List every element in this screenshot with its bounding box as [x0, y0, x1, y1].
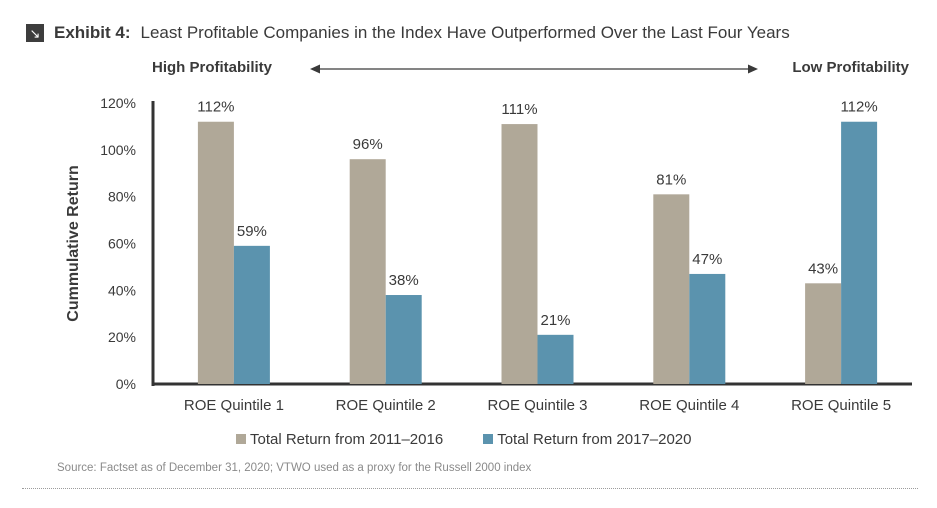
- double-arrow-icon: [310, 64, 758, 74]
- legend-label-2011-2016: Total Return from 2011–2016: [250, 430, 444, 448]
- bar-value-label: 112%: [197, 99, 234, 116]
- x-tick-label: ROE Quintile 1: [184, 397, 284, 414]
- high-profitability-label: High Profitability: [152, 59, 272, 76]
- bar: [653, 194, 690, 384]
- y-tick-label: 60%: [108, 236, 136, 252]
- y-tick-label: 120%: [100, 95, 136, 111]
- bar-value-label: 38%: [389, 272, 419, 289]
- legend-label-2017-2020: Total Return from 2017–2020: [497, 430, 692, 448]
- bar-value-label: 47%: [692, 251, 722, 268]
- bar: [537, 334, 574, 384]
- bar: [385, 295, 422, 384]
- bar: [501, 124, 538, 384]
- source-note: Source: Factset as of December 31, 2020;…: [57, 462, 532, 474]
- bar: [805, 283, 842, 384]
- y-tick-label: 20%: [108, 329, 136, 345]
- legend-swatch-2011-2016: [236, 434, 246, 444]
- bar-value-label: 43%: [808, 260, 838, 277]
- legend-item-2011-2016: Total Return from 2011–2016: [236, 431, 443, 448]
- bar-value-label: 96%: [353, 136, 383, 153]
- bar-value-label: 81%: [656, 171, 686, 188]
- x-tick-label: ROE Quintile 2: [336, 397, 436, 414]
- dotted-divider: [22, 488, 918, 489]
- x-tick-label: ROE Quintile 4: [639, 397, 739, 414]
- y-tick-label: 0%: [116, 376, 136, 392]
- bar-value-label: 59%: [237, 223, 267, 240]
- y-axis-title: Cummulative Return: [65, 165, 82, 321]
- y-tick-label: 80%: [108, 189, 136, 205]
- exhibit-header: ↘ Exhibit 4: Least Profitable Companies …: [26, 22, 790, 44]
- x-tick-label: ROE Quintile 3: [487, 397, 587, 414]
- chart-legend: Total Return from 2011–2016 Total Return…: [236, 429, 731, 449]
- legend-swatch-2017-2020: [483, 434, 494, 444]
- bar: [349, 159, 386, 384]
- bar: [197, 121, 234, 384]
- bar: [841, 121, 878, 384]
- bar-value-label: 111%: [501, 101, 537, 118]
- y-tick-label: 100%: [100, 142, 136, 158]
- x-tick-label: ROE Quintile 5: [791, 397, 891, 414]
- y-tick-label: 40%: [108, 282, 136, 298]
- bar-value-label: 112%: [840, 99, 877, 116]
- bar-value-label: 21%: [540, 312, 570, 329]
- bar: [689, 273, 726, 384]
- exhibit-label: Exhibit 4:: [54, 23, 131, 42]
- bar: [233, 245, 270, 384]
- exhibit-title: Least Profitable Companies in the Index …: [140, 23, 790, 42]
- legend-item-2017-2020: Total Return from 2017–2020: [483, 431, 691, 448]
- arrow-down-right-icon: ↘: [26, 24, 44, 42]
- low-profitability-label: Low Profitability: [792, 59, 909, 76]
- bar-chart: Cummulative Return 0% 20% 40% 60% 80% 100% 120%…: [65, 95, 912, 414]
- profitability-scale: High Profitability Low Profitability: [152, 57, 909, 79]
